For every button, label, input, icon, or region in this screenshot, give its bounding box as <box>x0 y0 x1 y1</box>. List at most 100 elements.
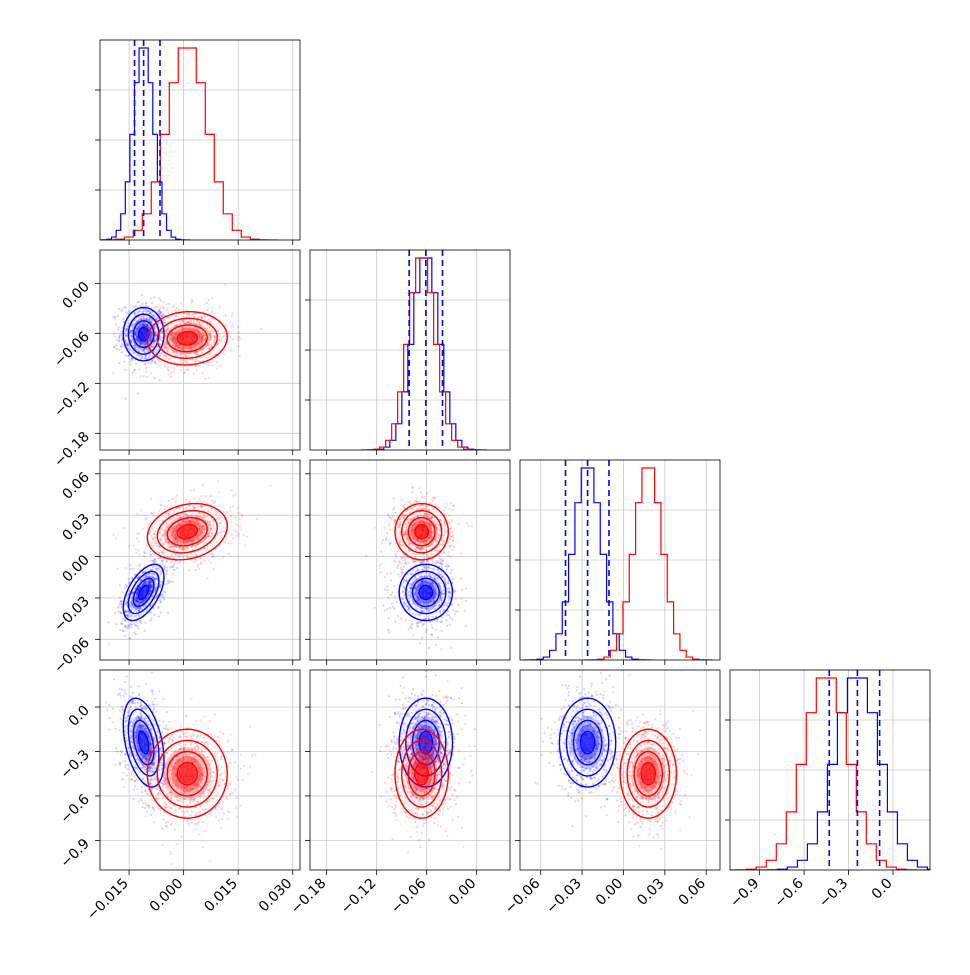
sample-point <box>409 574 411 576</box>
sample-point <box>399 542 401 544</box>
sample-point <box>164 363 166 365</box>
sample-point <box>174 500 176 502</box>
y-tick-label: 0.00 <box>59 552 92 585</box>
sample-point <box>119 688 121 690</box>
sample-point <box>160 311 162 313</box>
sample-point <box>185 368 187 370</box>
sample-point <box>461 588 463 590</box>
sample-point <box>152 515 154 517</box>
sample-point <box>387 617 389 619</box>
sample-point <box>125 355 127 357</box>
sample-point <box>206 302 208 304</box>
sample-point <box>234 516 236 518</box>
sample-point <box>155 349 157 351</box>
sample-point <box>445 602 447 604</box>
sample-point <box>150 553 152 555</box>
y-tick-label: −0.06 <box>51 635 93 677</box>
sample-point <box>439 573 441 575</box>
sample-point <box>424 506 426 508</box>
sample-point <box>394 512 396 514</box>
sample-point <box>441 566 443 568</box>
sample-point <box>428 615 430 617</box>
sample-point <box>269 484 271 486</box>
sample-point <box>175 553 177 555</box>
sample-point <box>427 564 429 566</box>
sample-point <box>123 360 125 362</box>
sample-point <box>426 554 428 556</box>
sample-point <box>141 791 143 793</box>
sample-point <box>127 578 129 580</box>
sample-point <box>431 560 433 562</box>
sample-point <box>379 571 381 573</box>
sample-point <box>196 501 198 503</box>
sample-point <box>386 573 388 575</box>
sample-point <box>130 774 132 776</box>
sample-point <box>387 596 389 598</box>
sample-point <box>426 492 428 494</box>
sample-point <box>408 609 410 611</box>
sample-point <box>223 527 225 529</box>
sample-point <box>450 502 452 504</box>
sample-point <box>164 591 166 593</box>
sample-point <box>471 525 473 527</box>
sample-point <box>124 635 126 637</box>
sample-point <box>212 568 214 570</box>
sample-point <box>218 339 220 341</box>
sample-point <box>239 517 241 519</box>
sample-point <box>124 690 126 692</box>
sample-point <box>382 539 384 541</box>
sample-point <box>193 373 195 375</box>
sample-point <box>121 351 123 353</box>
sample-point <box>149 312 151 314</box>
sample-point <box>240 528 242 530</box>
sample-point <box>217 480 219 482</box>
sample-point <box>448 515 450 517</box>
sample-point <box>209 328 211 330</box>
y-tick-label: 0.00 <box>59 279 92 312</box>
sample-point <box>159 557 161 559</box>
sample-point <box>430 577 432 579</box>
sample-point <box>156 703 158 705</box>
sample-point <box>452 549 454 551</box>
sample-point <box>400 562 402 564</box>
sample-point <box>460 597 462 599</box>
sample-point <box>444 528 446 530</box>
sample-point <box>403 566 405 568</box>
sample-point <box>113 346 115 348</box>
sample-point <box>437 537 439 539</box>
sample-point <box>220 534 222 536</box>
sample-point <box>446 568 448 570</box>
sample-point <box>206 546 208 548</box>
sample-point <box>121 308 123 310</box>
sample-point <box>401 584 403 586</box>
sample-point <box>124 369 126 371</box>
sample-point <box>412 487 414 489</box>
sample-point <box>211 355 213 357</box>
sample-point <box>208 299 210 301</box>
sample-point <box>162 543 164 545</box>
sample-point <box>160 559 162 561</box>
panel-1-1 <box>305 250 510 455</box>
sample-point <box>220 340 222 342</box>
sample-point <box>219 336 221 338</box>
sample-point <box>159 335 161 337</box>
sample-point <box>400 567 402 569</box>
sample-point <box>441 576 443 578</box>
sample-point <box>121 751 123 753</box>
sample-point <box>390 579 392 581</box>
sample-point <box>232 495 234 497</box>
panel-2-0: 0.060.030.00−0.03−0.06 <box>51 460 300 676</box>
sample-point <box>201 356 203 358</box>
sample-point <box>156 345 158 347</box>
sample-point <box>161 344 163 346</box>
sample-point <box>135 552 137 554</box>
sample-point <box>159 314 161 316</box>
sample-point <box>412 572 414 574</box>
sample-point <box>408 606 410 608</box>
sample-point <box>448 591 450 593</box>
sample-point <box>241 515 243 517</box>
sample-point <box>223 511 225 513</box>
sample-point <box>133 623 135 625</box>
sample-point <box>230 521 232 523</box>
sample-point <box>165 521 167 523</box>
